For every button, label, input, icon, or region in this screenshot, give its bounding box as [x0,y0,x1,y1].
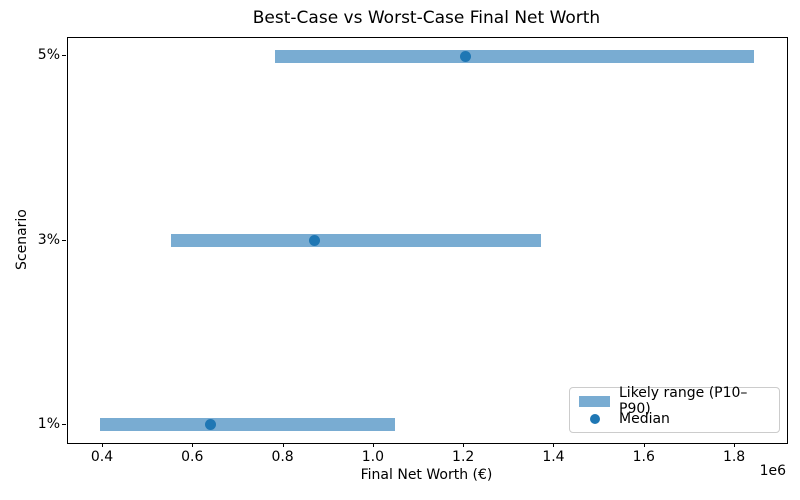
median-dot [204,419,216,431]
x-tick-mark [192,443,194,447]
legend-median-swatch-icon [579,414,610,424]
x-tick-label: 0.4 [90,449,114,465]
range-bar [275,49,755,63]
x-tick-label: 1.6 [632,449,655,465]
x-axis-label: Final Net Worth (€) [360,467,493,483]
x-tick-label: 0.8 [271,449,294,465]
x-axis-offset-text: 1e6 [759,463,786,479]
range-bar [171,234,541,247]
legend-item-range: Likely range (P10–P90) [579,385,771,417]
x-tick-mark [101,443,103,447]
median-dot [308,235,320,246]
x-tick-mark [372,443,374,447]
x-tick-label: 1.2 [452,449,475,465]
plot-area [67,37,788,444]
median-dot [460,50,472,62]
y-tick-label: 1% [37,415,60,432]
legend-median-label: Median [619,411,670,427]
x-tick-mark [553,443,555,447]
x-tick-mark [463,443,465,447]
y-tick-mark [62,55,66,57]
chart-title: Best-Case vs Worst-Case Final Net Worth [252,8,601,28]
x-tick-mark [643,443,645,447]
x-tick-mark [282,443,284,447]
x-tick-label: 1.8 [722,449,746,465]
legend-item-median: Median [579,410,771,428]
range-bar [100,418,396,432]
x-tick-label: 1.4 [542,449,565,465]
legend-range-swatch-icon [579,395,610,407]
y-tick-label: 3% [37,231,60,248]
x-tick-label: 1.0 [361,449,384,465]
y-tick-mark [62,239,66,241]
y-tick-label: 5% [37,47,60,64]
legend-range-label: Likely range (P10–P90) [619,385,748,417]
x-tick-mark [734,443,736,447]
legend: Likely range (P10–P90) Median [569,385,780,433]
y-tick-mark [62,423,66,425]
x-tick-label: 0.6 [181,449,204,465]
